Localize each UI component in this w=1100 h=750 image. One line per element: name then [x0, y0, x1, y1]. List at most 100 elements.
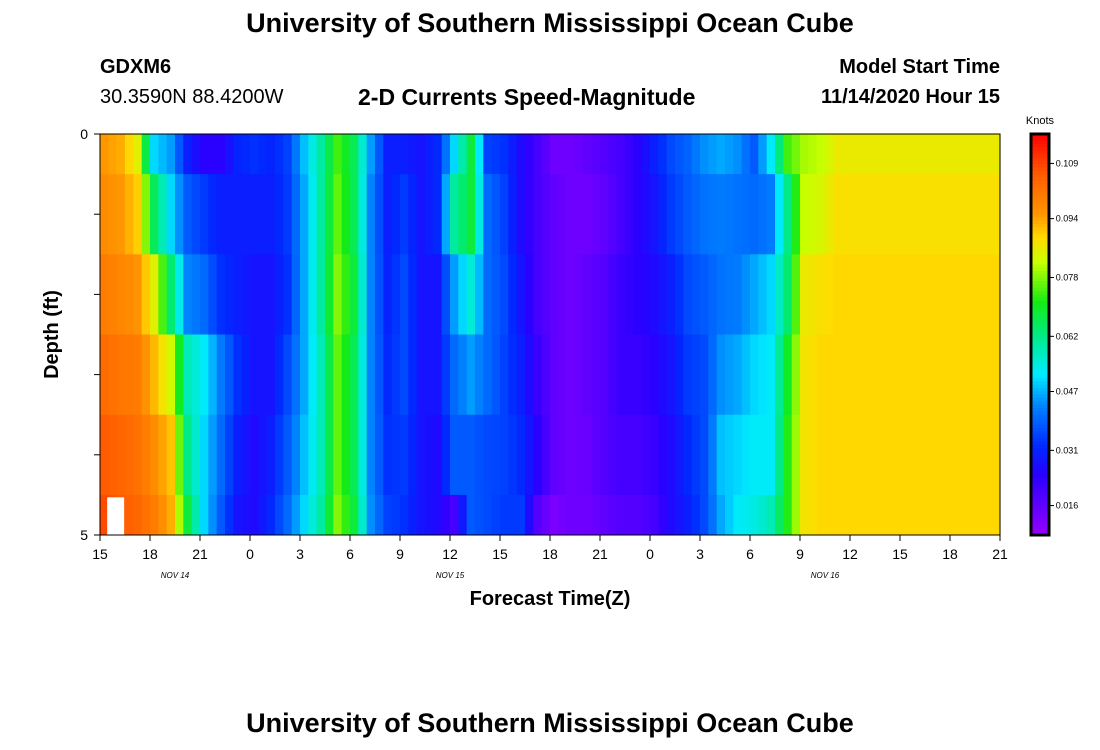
heatmap-cell: [608, 334, 618, 416]
heatmap-cell: [750, 334, 759, 416]
heatmap-cell: [233, 174, 243, 255]
heatmap-cell: [733, 134, 743, 175]
heatmap-cell: [341, 334, 351, 416]
colorbar-segment: [1031, 250, 1049, 255]
colorbar-segment: [1031, 240, 1049, 245]
heatmap-cell: [675, 494, 684, 536]
x-tick-label: 15: [892, 546, 908, 562]
heatmap-cell: [150, 494, 159, 536]
x-tick-label: 12: [442, 546, 458, 562]
heatmap-cell: [125, 174, 134, 255]
heatmap-cell: [133, 494, 143, 536]
heatmap-cell: [233, 254, 243, 335]
heatmap-cell: [825, 414, 834, 496]
heatmap-cell: [466, 334, 476, 416]
heatmap-cell: [166, 174, 176, 255]
footer-title: University of Southern Mississippi Ocean…: [246, 708, 854, 738]
x-tick-label: 3: [296, 546, 304, 562]
heatmap-cell: [308, 134, 318, 175]
colorbar-segment: [1031, 431, 1049, 436]
colorbar-segment: [1031, 397, 1049, 402]
heatmap-cell: [141, 414, 151, 496]
heatmap-cell: [316, 174, 326, 255]
heatmap-cell: [775, 414, 784, 496]
heatmap-cell: [250, 494, 259, 536]
heatmap-cell: [533, 254, 543, 335]
heatmap-cell: [658, 334, 668, 416]
heatmap-cell: [641, 334, 651, 416]
heatmap-cell: [675, 254, 684, 335]
heatmap-cell: [350, 334, 359, 416]
heatmap-cell: [300, 334, 309, 416]
heatmap-cell: [675, 134, 684, 175]
heatmap-cell: [150, 254, 159, 335]
heatmap-cell: [625, 414, 634, 496]
heatmap-cell: [708, 494, 718, 536]
heatmap-cell: [383, 134, 393, 175]
heatmap-cell: [391, 334, 401, 416]
heatmap-cell: [375, 334, 384, 416]
heatmap-cell: [283, 134, 293, 175]
colorbar-segment: [1031, 184, 1049, 189]
x-tick-label: 15: [92, 546, 108, 562]
heatmap-cell: [350, 254, 359, 335]
heatmap-cell: [325, 334, 334, 416]
heatmap-cell: [450, 334, 459, 416]
colorbar-segment: [1031, 461, 1049, 466]
heatmap-cell: [683, 134, 693, 175]
heatmap-cell: [650, 134, 659, 175]
heatmap-cell: [608, 494, 618, 536]
heatmap-cell: [533, 134, 543, 175]
x-axis-title: Forecast Time(Z): [470, 588, 631, 610]
colorbar-segment: [1031, 464, 1049, 469]
heatmap-cell: [333, 254, 343, 335]
heatmap-cell: [716, 254, 726, 335]
heatmap-cell: [791, 494, 801, 536]
colorbar-segment: [1031, 498, 1049, 503]
heatmap-cell: [391, 174, 401, 255]
heatmap-cell: [383, 334, 393, 416]
colorbar-segment: [1031, 264, 1049, 269]
colorbar-segment: [1031, 414, 1049, 419]
heatmap-cell: [591, 414, 601, 496]
heatmap-cell: [583, 134, 593, 175]
heatmap-cell: [258, 334, 268, 416]
colorbar-segment: [1031, 164, 1049, 169]
colorbar-segment: [1031, 458, 1049, 463]
heatmap-cell: [600, 494, 609, 536]
heatmap-cell: [141, 174, 151, 255]
heatmap-cell: [575, 414, 584, 496]
heatmap-cell: [766, 254, 776, 335]
colorbar-segment: [1031, 504, 1049, 509]
heatmap-cell: [816, 174, 826, 255]
heatmap-cell: [566, 174, 576, 255]
heatmap-cell: [266, 174, 276, 255]
colorbar-tick-label: 0.062: [1056, 331, 1079, 341]
heatmap-cell: [700, 254, 709, 335]
heatmap-cell: [391, 414, 401, 496]
heatmap-cell: [516, 134, 526, 175]
heatmap-cell: [533, 494, 543, 536]
heatmap-cell: [158, 334, 168, 416]
heatmap-cell: [250, 414, 259, 496]
heatmap-cell: [591, 134, 601, 175]
chart-subtitle: 2-D Currents Speed-Magnitude: [358, 84, 696, 110]
heatmap-cell: [441, 174, 451, 255]
heatmap-cell: [108, 254, 118, 335]
heatmap-cell: [725, 494, 734, 536]
heatmap-cell: [108, 414, 118, 496]
colorbar-segment: [1031, 237, 1049, 242]
heatmap-cell: [850, 134, 1000, 175]
heatmap-cell: [708, 254, 718, 335]
heatmap-cell: [641, 494, 651, 536]
heatmap-cell: [291, 494, 301, 536]
heatmap-cell: [525, 254, 534, 335]
heatmap-cell: [741, 334, 751, 416]
heatmap-cell: [341, 414, 351, 496]
heatmap-cell: [541, 134, 551, 175]
heatmap-cell: [625, 494, 634, 536]
colorbar-segment: [1031, 137, 1049, 142]
heatmap-cell: [733, 254, 743, 335]
heatmap-cell: [275, 134, 284, 175]
colorbar-segment: [1031, 291, 1049, 295]
